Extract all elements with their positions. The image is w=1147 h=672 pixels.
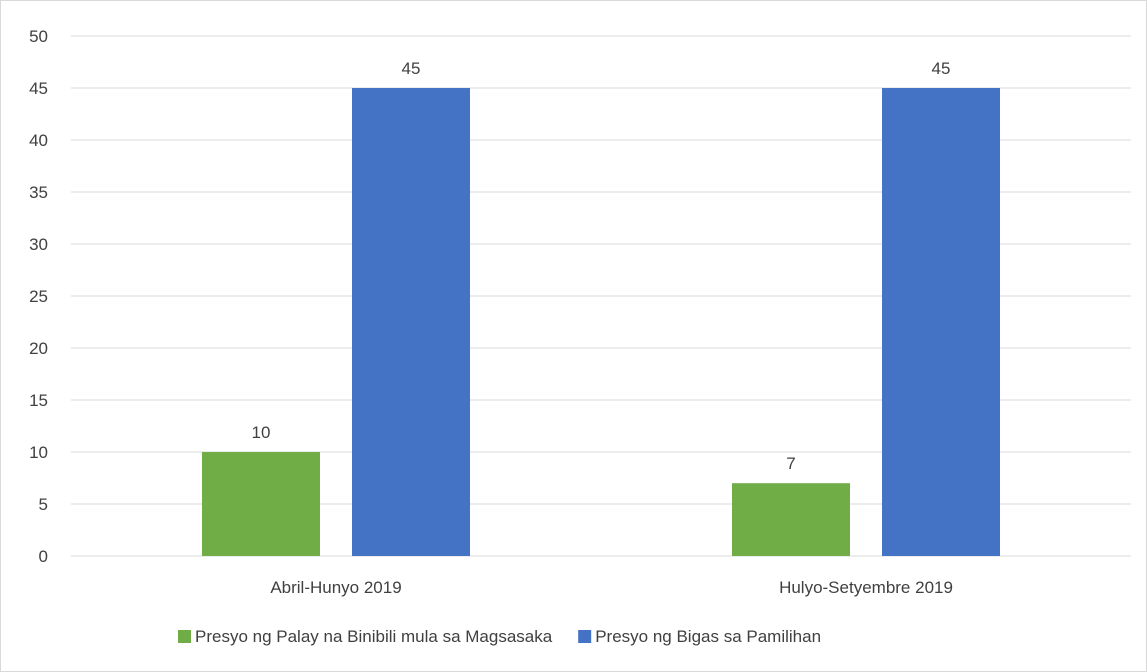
data-label: 45 (932, 59, 951, 78)
y-tick-label: 40 (29, 131, 48, 150)
x-tick-label: Abril-Hunyo 2019 (270, 578, 401, 597)
y-tick-label: 25 (29, 287, 48, 306)
legend-swatch (178, 630, 191, 643)
data-label: 7 (786, 454, 795, 473)
data-label: 45 (402, 59, 421, 78)
legend-swatch (578, 630, 592, 643)
data-labels: 10 45 7 45 (252, 59, 951, 473)
legend-label: Presyo ng Palay na Binibili mula sa Mags… (195, 627, 553, 646)
bar-series-0-cat-0 (202, 452, 320, 556)
data-label: 10 (252, 423, 271, 442)
y-tick-label: 45 (29, 79, 48, 98)
bars (202, 88, 1000, 556)
y-tick-label: 15 (29, 391, 48, 410)
x-tick-label: Hulyo-Setyembre 2019 (779, 578, 953, 597)
legend: Presyo ng Palay na Binibili mula sa Mags… (178, 627, 821, 646)
y-tick-label: 10 (29, 443, 48, 462)
y-tick-label: 0 (39, 547, 48, 566)
bar-series-1-cat-0 (352, 88, 470, 556)
y-tick-label: 30 (29, 235, 48, 254)
bar-series-1-cat-1 (882, 88, 1000, 556)
y-tick-label: 20 (29, 339, 48, 358)
y-axis-ticks: 0 5 10 15 20 25 30 35 40 45 50 (29, 27, 48, 566)
y-tick-label: 5 (39, 495, 48, 514)
y-tick-label: 35 (29, 183, 48, 202)
bar-series-0-cat-1 (732, 483, 850, 556)
y-tick-label: 50 (29, 27, 48, 46)
legend-label: Presyo ng Bigas sa Pamilihan (595, 627, 821, 646)
x-axis-ticks: Abril-Hunyo 2019 Hulyo-Setyembre 2019 (270, 578, 953, 597)
